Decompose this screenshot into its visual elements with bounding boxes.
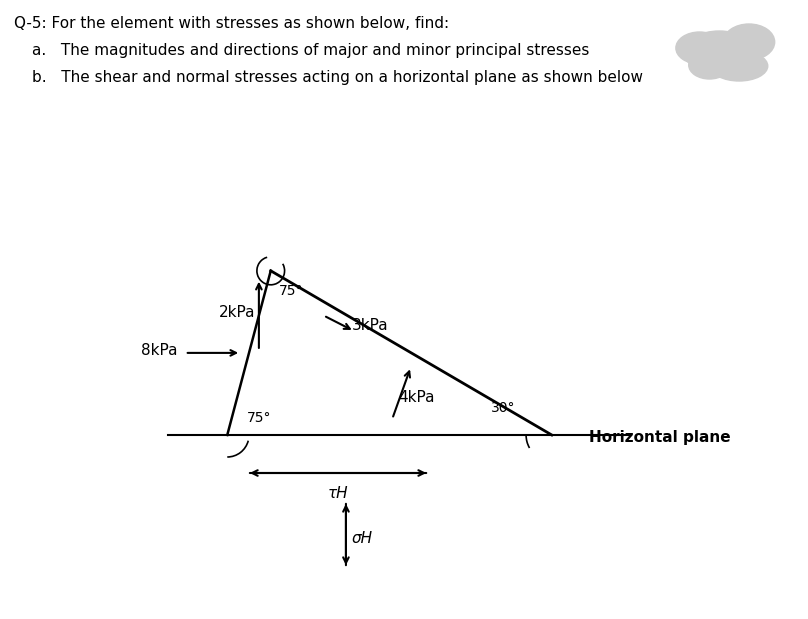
Text: σH: σH <box>351 531 373 546</box>
Ellipse shape <box>710 51 768 81</box>
Ellipse shape <box>723 24 775 60</box>
Text: 8kPa: 8kPa <box>141 344 178 358</box>
Text: 30°: 30° <box>490 401 515 415</box>
Text: 75°: 75° <box>279 284 303 298</box>
Text: Q-5: For the element with stresses as shown below, find:: Q-5: For the element with stresses as sh… <box>14 16 449 31</box>
Text: Horizontal plane: Horizontal plane <box>589 430 731 444</box>
Ellipse shape <box>684 31 755 73</box>
Ellipse shape <box>688 51 730 79</box>
Text: 4kPa: 4kPa <box>398 390 435 405</box>
Text: 75°: 75° <box>247 411 271 425</box>
Text: τH: τH <box>328 486 348 501</box>
Ellipse shape <box>675 32 723 64</box>
Text: 2kPa: 2kPa <box>218 305 255 320</box>
Text: b.   The shear and normal stresses acting on a horizontal plane as shown below: b. The shear and normal stresses acting … <box>32 70 642 85</box>
Text: a.   The magnitudes and directions of major and minor principal stresses: a. The magnitudes and directions of majo… <box>32 43 589 58</box>
Text: 3kPa: 3kPa <box>352 318 389 333</box>
